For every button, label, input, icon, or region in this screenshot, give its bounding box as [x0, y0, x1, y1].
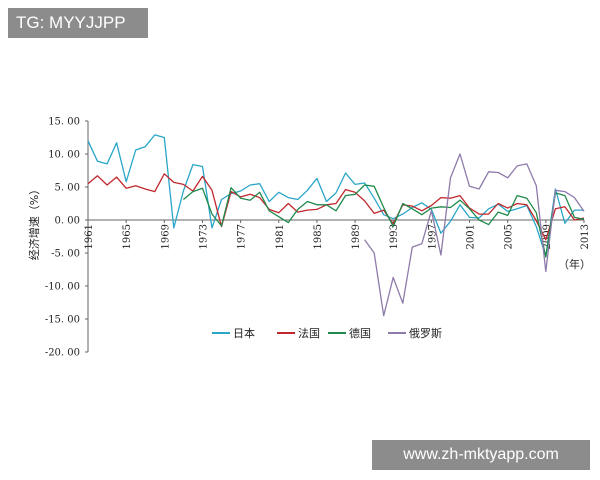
x-tick-label: 2005	[504, 224, 515, 249]
legend-label: 日本	[233, 326, 255, 340]
y-tick-label: 10. 00	[48, 150, 80, 161]
y-axis: 15. 00 10. 00 5. 00 0. 00 -5. 00 -10. 00 -15. …	[45, 117, 89, 359]
website-watermark: www.zh-mktyapp.com	[372, 440, 590, 470]
watermark-tag: TG: MYYJJPP	[8, 8, 148, 38]
legend-label: 法国	[298, 326, 320, 340]
y-tick-label: 15. 00	[48, 117, 80, 128]
series-line-1	[87, 134, 584, 257]
x-tick-label: 2013	[580, 224, 591, 249]
y-tick-label: -10. 00	[45, 282, 80, 293]
series-line-4	[364, 153, 585, 317]
chart-series	[87, 134, 585, 317]
x-tick-label: 1989	[351, 224, 362, 249]
chart-legend: 日本 法国 德国 俄罗斯	[212, 326, 442, 340]
series-line-3	[182, 184, 585, 258]
x-tick-label: 2001	[466, 224, 477, 249]
y-tick-label: 5. 00	[55, 183, 80, 194]
x-tick-label: 1985	[313, 224, 324, 249]
legend-label: 德国	[349, 326, 371, 340]
x-tick-label: 1961	[84, 224, 95, 249]
x-tick-label: 1997	[427, 224, 438, 249]
y-axis-label: 经济增速（%）	[27, 184, 41, 260]
y-tick-label: -15. 00	[45, 315, 80, 326]
x-tick-label: 1977	[237, 224, 248, 249]
x-tick-label: 1969	[160, 224, 171, 249]
x-axis-unit: （年）	[558, 257, 591, 271]
y-tick-label: -20. 00	[45, 348, 80, 359]
series-line-2	[87, 173, 585, 241]
x-tick-label: 1981	[275, 224, 286, 249]
x-tick-label: 1973	[198, 224, 209, 249]
x-tick-label: 1993	[389, 224, 400, 249]
x-axis: 1961 1965 1969 1973 1977 1981 1985 1989 1993 1997…	[84, 219, 591, 249]
legend-label: 俄罗斯	[409, 327, 442, 340]
y-tick-label: -5. 00	[51, 249, 80, 260]
x-tick-label: 1965	[122, 224, 133, 249]
y-tick-label: 0. 00	[55, 216, 80, 227]
